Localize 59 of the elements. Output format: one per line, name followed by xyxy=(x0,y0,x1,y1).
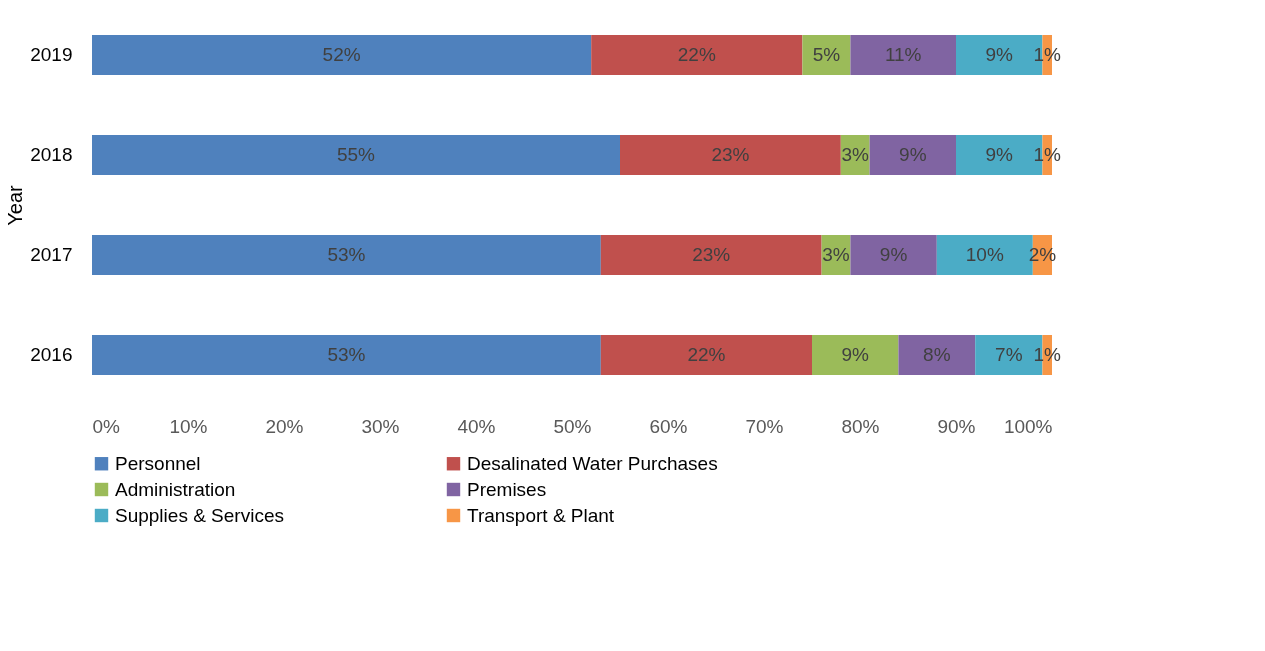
bar xyxy=(600,335,812,375)
x-tick-label: 10% xyxy=(169,415,208,437)
data-label: 10% xyxy=(965,244,1004,265)
data-label: 22% xyxy=(677,44,716,65)
data-label: 3% xyxy=(841,144,870,165)
bar xyxy=(812,335,899,375)
data-label: 1% xyxy=(1033,344,1062,365)
bar xyxy=(898,335,976,375)
data-label: 9% xyxy=(985,44,1014,65)
data-label: 53% xyxy=(327,244,366,265)
legend-label: Administration xyxy=(115,478,236,500)
bar xyxy=(850,235,937,275)
x-tick-label: 80% xyxy=(841,415,880,437)
bar xyxy=(620,135,841,175)
bar xyxy=(802,35,851,75)
data-label: 55% xyxy=(336,144,376,165)
x-tick-label: 60% xyxy=(649,415,688,437)
data-label: 3% xyxy=(822,244,850,265)
data-label: 22% xyxy=(687,344,726,365)
data-label: 9% xyxy=(879,244,908,265)
data-label: 9% xyxy=(841,344,870,365)
legend-label: Transport & Plant xyxy=(467,504,615,526)
data-label: 9% xyxy=(899,144,927,165)
x-tick-label: 40% xyxy=(457,415,496,437)
x-tick-label: 30% xyxy=(361,415,400,437)
data-label: 1% xyxy=(1033,44,1062,65)
legend-label: Desalinated Water Purchases xyxy=(467,452,718,474)
x-tick-label: 20% xyxy=(265,415,304,437)
y-tick-label: 2019 xyxy=(30,44,73,65)
bar xyxy=(850,35,956,75)
bar xyxy=(92,35,592,75)
data-label: 9% xyxy=(985,144,1014,165)
x-tick-label: 50% xyxy=(553,415,592,437)
data-label: 5% xyxy=(812,44,841,65)
x-tick-label: 100% xyxy=(1003,415,1053,437)
data-label: 23% xyxy=(692,244,731,265)
data-label: 11% xyxy=(884,44,922,65)
legend-label: Personnel xyxy=(115,452,201,474)
legend-label: Premises xyxy=(467,478,547,500)
bar xyxy=(92,135,620,175)
y-tick-label: 2016 xyxy=(30,344,73,365)
bar xyxy=(600,235,822,275)
x-tick-label: 0% xyxy=(92,415,121,437)
x-tick-label: 90% xyxy=(937,415,976,437)
bar xyxy=(869,135,956,175)
data-label: 7% xyxy=(995,344,1023,365)
bar xyxy=(92,335,601,375)
data-label: 8% xyxy=(923,344,951,365)
y-axis-title: Year xyxy=(4,184,27,226)
data-label: 52% xyxy=(322,44,361,65)
data-label: 1% xyxy=(1033,144,1062,165)
data-label: 53% xyxy=(327,344,366,365)
bar xyxy=(92,235,601,275)
bar xyxy=(591,35,803,75)
y-tick-label: 2018 xyxy=(30,144,73,165)
data-label: 23% xyxy=(711,144,750,165)
x-tick-label: 70% xyxy=(745,415,784,437)
legend-label: Supplies & Services xyxy=(115,504,284,526)
y-tick-label: 2017 xyxy=(30,244,73,265)
